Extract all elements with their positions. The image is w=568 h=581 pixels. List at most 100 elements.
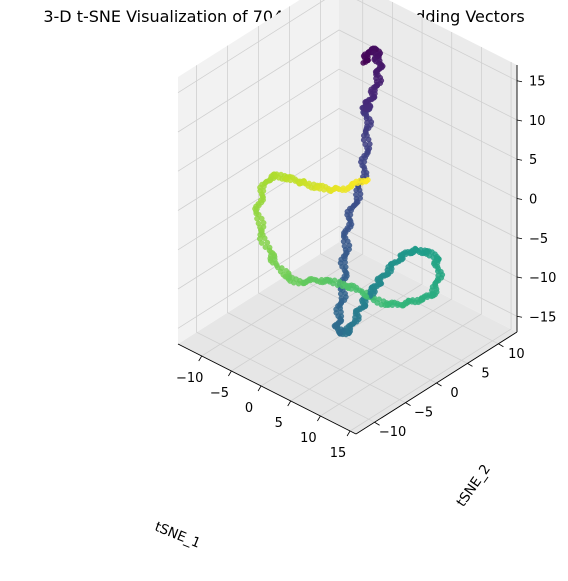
data-point <box>253 203 259 210</box>
z-grid-line <box>177 0 518 94</box>
data-point <box>363 98 369 105</box>
z-tick-mark <box>516 80 523 83</box>
data-point <box>262 244 269 250</box>
data-point <box>384 267 391 273</box>
data-point <box>335 313 342 319</box>
x-grid-line <box>349 62 512 432</box>
data-point <box>416 249 423 255</box>
z-grid-line <box>177 147 518 251</box>
data-point <box>280 271 287 278</box>
data-point <box>258 240 265 246</box>
x-tick-mark <box>198 355 203 362</box>
y-tick-label: 5 <box>481 366 489 381</box>
x-tick-label: 0 <box>245 401 253 416</box>
data-point <box>283 267 290 274</box>
x-tick-mark <box>257 385 262 392</box>
data-point <box>327 188 334 194</box>
y-axis-label: tSNE_2 <box>453 462 494 510</box>
y-grid-line <box>258 26 437 384</box>
y-tick-label: −5 <box>414 406 433 421</box>
data-point <box>358 159 364 165</box>
data-point <box>287 278 293 284</box>
data-point <box>317 279 324 285</box>
z-tick-mark <box>516 276 523 279</box>
y-tick-mark <box>467 363 473 367</box>
data-point <box>267 257 274 264</box>
y-tick-label: 10 <box>508 347 525 362</box>
data-point <box>275 174 282 181</box>
data-point <box>331 322 338 329</box>
data-point <box>253 210 260 217</box>
data-point <box>254 215 260 222</box>
data-point <box>340 238 347 245</box>
data-point <box>354 307 361 314</box>
x-grid-line <box>201 0 364 357</box>
z-tick-mark <box>516 198 523 200</box>
z-grid-line <box>177 68 518 172</box>
x-tick-label: 10 <box>300 431 317 446</box>
data-point <box>339 283 346 290</box>
data-point <box>284 176 290 183</box>
x-tick-mark <box>317 415 321 422</box>
x-axis-line <box>177 343 357 435</box>
data-point <box>374 275 381 282</box>
data-point <box>360 60 367 66</box>
z-tick-label: 5 <box>529 153 537 168</box>
x-grid-line <box>290 32 453 402</box>
x-grid-line <box>260 17 423 387</box>
z-tick-mark <box>516 237 523 240</box>
data-point <box>344 284 350 291</box>
z-grid-line <box>177 225 518 329</box>
data-point <box>367 290 374 297</box>
data-point <box>393 259 400 266</box>
data-point <box>301 279 308 286</box>
data-point <box>373 67 380 74</box>
data-point <box>363 106 370 112</box>
data-point <box>399 251 406 258</box>
y-grid-line <box>319 0 499 345</box>
data-point <box>339 187 346 193</box>
z-tick-label: 0 <box>529 193 537 208</box>
y-tick-label: 0 <box>450 386 458 401</box>
data-point <box>344 211 350 218</box>
x-tick-label: −10 <box>176 371 203 386</box>
data-point <box>353 287 359 293</box>
y-grid-line <box>196 65 375 423</box>
z-tick-label: 10 <box>529 114 546 129</box>
data-point <box>351 202 357 209</box>
data-point <box>342 246 349 253</box>
data-point <box>267 176 274 183</box>
z-tick-mark <box>516 315 523 318</box>
data-point <box>351 320 358 326</box>
x-tick-label: −5 <box>210 386 229 401</box>
data-point <box>371 56 378 63</box>
data-point <box>353 198 360 205</box>
data-point <box>275 264 281 271</box>
data-point <box>338 298 345 304</box>
y-tick-mark <box>498 343 504 348</box>
data-point <box>337 330 343 337</box>
x-tick-mark <box>346 430 351 437</box>
z-grid-line <box>177 29 518 133</box>
data-point <box>374 300 381 306</box>
z-tick-label: −5 <box>529 232 548 247</box>
data-point <box>266 247 273 254</box>
data-point <box>408 249 415 256</box>
data-point <box>257 187 264 194</box>
data-point <box>360 53 367 59</box>
data-point <box>359 297 365 304</box>
data-point <box>361 292 368 299</box>
x-grid-line <box>320 47 482 417</box>
data-point <box>363 125 370 132</box>
y-grid-line <box>227 45 406 403</box>
data-point <box>367 88 374 95</box>
data-point <box>296 180 303 187</box>
x-tick-label: 15 <box>330 446 347 461</box>
y-tick-mark <box>405 402 411 406</box>
x-tick-mark <box>228 370 232 377</box>
x-tick-label: 5 <box>275 416 283 431</box>
data-point <box>374 283 380 290</box>
z-tick-mark <box>516 119 523 122</box>
data-point <box>257 224 263 231</box>
